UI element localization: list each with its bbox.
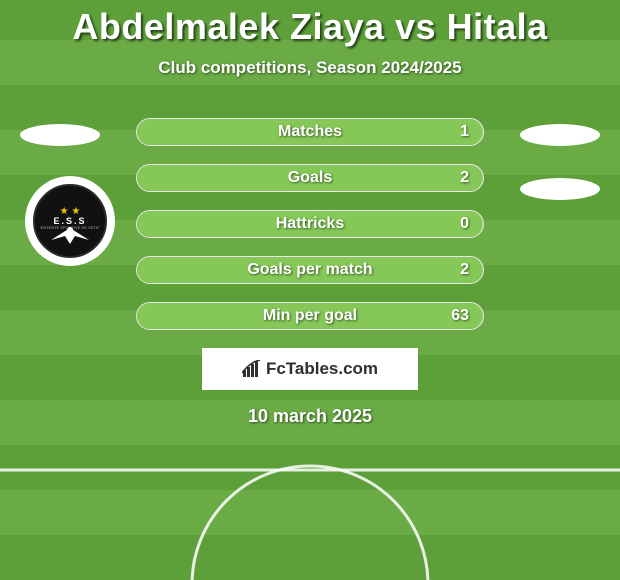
player-photo-placeholder-right-1 xyxy=(520,124,600,146)
stat-bar-label: Matches xyxy=(137,123,483,141)
player-photo-placeholder-right-2 xyxy=(520,178,600,200)
page-title: Abdelmalek Ziaya vs Hitala xyxy=(0,0,620,48)
stat-bar: Matches1 xyxy=(136,118,484,146)
stat-bar-label: Goals per match xyxy=(137,261,483,279)
fctables-logo[interactable]: FcTables.com xyxy=(202,348,418,390)
stat-bar: Goals2 xyxy=(136,164,484,192)
club-badge: ★ ★ E.S.S ENTENTE SPORTIVE DE SETIF xyxy=(25,176,115,266)
stat-bar: Goals per match2 xyxy=(136,256,484,284)
stats-bars: Matches1Goals2Hattricks0Goals per match2… xyxy=(136,118,484,330)
eagle-icon xyxy=(45,222,95,250)
bar-chart-icon xyxy=(242,360,262,378)
page-subtitle: Club competitions, Season 2024/2025 xyxy=(0,58,620,78)
stat-bar: Min per goal63 xyxy=(136,302,484,330)
stat-bar-label: Min per goal xyxy=(137,307,483,325)
stat-bar-value: 2 xyxy=(460,169,469,187)
stat-bar-label: Hattricks xyxy=(137,215,483,233)
logo-text: FcTables.com xyxy=(266,359,378,379)
player-photo-placeholder-left xyxy=(20,124,100,146)
stat-bar: Hattricks0 xyxy=(136,210,484,238)
stat-bar-value: 1 xyxy=(460,123,469,141)
stat-bar-value: 63 xyxy=(451,307,469,325)
stat-bar-value: 2 xyxy=(460,261,469,279)
stat-bar-value: 0 xyxy=(460,215,469,233)
stat-bar-label: Goals xyxy=(137,169,483,187)
date-label: 10 march 2025 xyxy=(0,406,620,427)
club-badge-inner: ★ ★ E.S.S ENTENTE SPORTIVE DE SETIF xyxy=(33,184,107,258)
